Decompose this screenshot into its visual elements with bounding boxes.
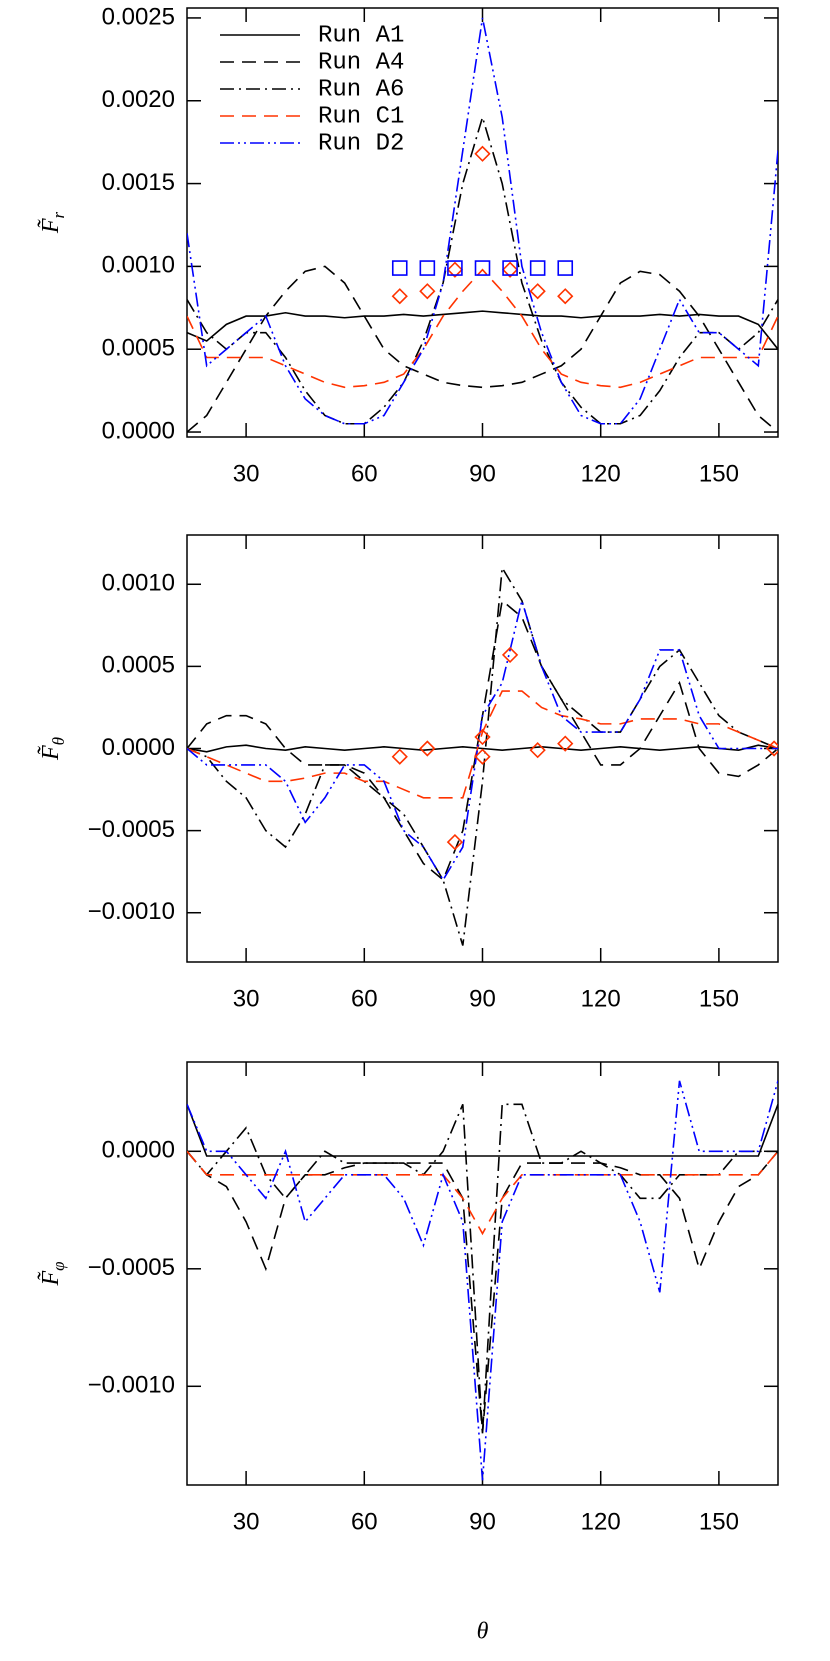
square-marker: [447, 260, 463, 276]
y-axis-label: F̃θ: [37, 737, 68, 761]
legend-label: Run A6: [318, 76, 404, 103]
x-tick-label: 90: [469, 460, 496, 487]
legend-label: Run A1: [318, 22, 404, 49]
x-tick-label: 120: [581, 460, 621, 487]
diamond-marker: [557, 735, 574, 752]
diamond-marker: [391, 288, 408, 305]
y-tick-label: 0.0010: [102, 570, 175, 597]
legend-label: Run C1: [318, 103, 404, 130]
series-line: [187, 265, 778, 433]
legend-label: Run A4: [318, 49, 404, 76]
diamond-marker: [765, 740, 778, 757]
y-tick-label: 0.0000: [102, 417, 175, 444]
diamond-marker: [391, 748, 408, 765]
x-tick-label: 60: [351, 985, 378, 1012]
diamond-marker: [529, 283, 546, 300]
y-tick-label: 0.0005: [102, 335, 175, 362]
y-tick-label: −0.0010: [88, 898, 175, 925]
x-tick-label: 150: [699, 460, 739, 487]
series-group: [187, 17, 778, 433]
plot-frame: [186, 7, 779, 438]
y-tick-label: 0.0000: [102, 1137, 175, 1164]
series-group: [187, 565, 778, 946]
diamond-marker: [557, 288, 574, 305]
y-tick-label: 0.0005: [102, 652, 175, 679]
series-line: [187, 1103, 778, 1434]
y-tick-label: −0.0010: [88, 1372, 175, 1399]
diamond-marker: [501, 646, 519, 664]
square-marker: [529, 260, 546, 276]
series-group: [187, 1080, 778, 1481]
y-axis-label-main: F̃: [37, 1271, 64, 1287]
x-tick-label: 120: [581, 985, 621, 1012]
y-tick-label: 0.0015: [102, 169, 175, 196]
series-line: [187, 1080, 778, 1481]
x-axis-label: θ: [477, 1619, 489, 1645]
x-tick-label: 30: [233, 985, 260, 1012]
diamond-marker: [446, 833, 464, 851]
x-tick-label: 60: [351, 1508, 378, 1535]
y-axis-label-sub: θ: [49, 737, 68, 745]
series-line: [187, 565, 778, 946]
legend-label: Run D2: [318, 130, 404, 157]
series-line: [187, 1150, 778, 1434]
diamond-marker: [419, 283, 436, 300]
series-line: [187, 744, 778, 753]
x-tick-label: 90: [469, 1508, 496, 1535]
y-tick-label: 0.0025: [102, 3, 175, 30]
series-line: [187, 1104, 778, 1157]
y-tick-label: 0.0010: [102, 252, 175, 279]
square-marker: [391, 260, 408, 276]
series-line: [187, 690, 778, 799]
y-axis-label: F̃r: [37, 211, 68, 234]
y-axis-label-sub: r: [49, 211, 68, 218]
x-tick-label: 90: [469, 985, 496, 1012]
diamond-marker: [446, 261, 464, 278]
series-line: [187, 114, 778, 425]
series-line: [187, 1150, 778, 1236]
diamond-marker: [474, 748, 491, 765]
y-axis-label-main: F̃: [37, 218, 64, 234]
y-axis-label-main: F̃: [37, 745, 64, 761]
square-marker: [474, 260, 491, 276]
square-marker: [557, 260, 574, 276]
series-line: [187, 599, 778, 882]
y-tick-label: 0.0020: [102, 86, 175, 113]
series-line: [187, 268, 778, 389]
x-tick-label: 30: [233, 460, 260, 487]
diamond-marker: [419, 740, 436, 757]
y-tick-label: −0.0005: [88, 1254, 175, 1281]
diamond-marker: [474, 728, 491, 746]
x-tick-label: 150: [699, 985, 739, 1012]
diamond-marker: [529, 742, 546, 759]
series-line: [187, 17, 778, 425]
y-axis-label-sub: φ: [49, 1261, 68, 1270]
series-line: [187, 310, 778, 350]
diamond-marker: [501, 261, 519, 278]
x-tick-label: 150: [699, 1508, 739, 1535]
square-marker: [502, 260, 518, 276]
x-tick-label: 120: [581, 1508, 621, 1535]
x-tick-label: 60: [351, 460, 378, 487]
diamond-marker: [474, 145, 491, 162]
square-marker: [419, 260, 436, 276]
y-axis-label: F̃φ: [37, 1261, 68, 1286]
series-line: [187, 597, 778, 882]
x-tick-label: 30: [233, 1508, 260, 1535]
y-tick-label: 0.0000: [102, 734, 175, 761]
y-tick-label: −0.0005: [88, 816, 175, 843]
